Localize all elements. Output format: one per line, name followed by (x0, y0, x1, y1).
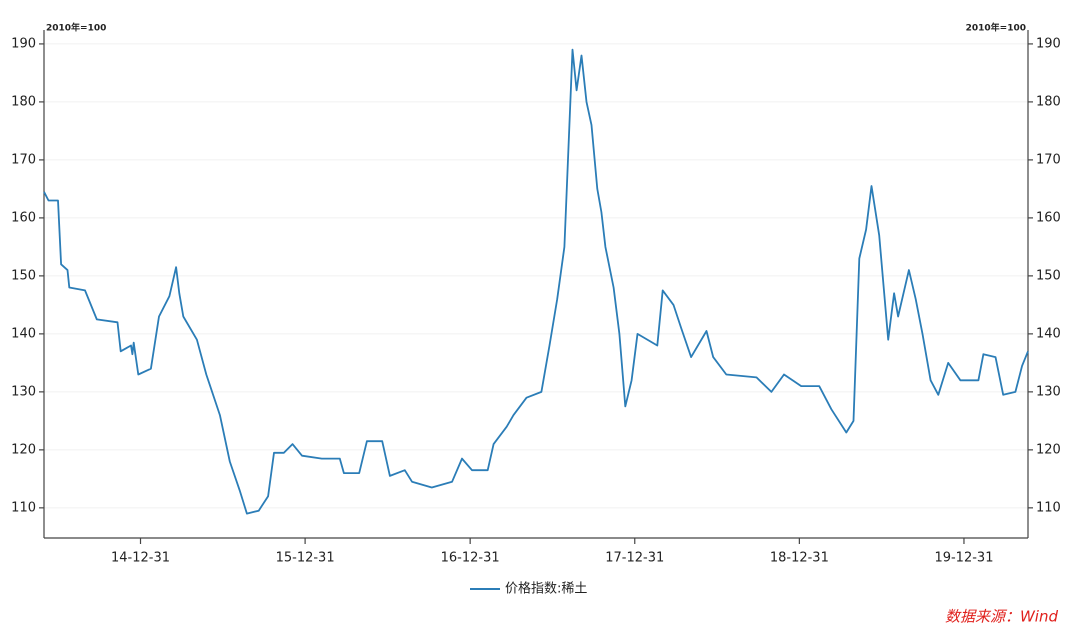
y2-tick-label: 180 (1036, 94, 1061, 109)
y-tick-label: 140 (11, 326, 36, 341)
y2-tick-label: 110 (1036, 500, 1061, 515)
data-line (43, 48, 1029, 515)
y-tick-label: 110 (11, 500, 36, 515)
x-tick-label: 15-12-31 (276, 551, 335, 566)
y2-tick-label: 170 (1036, 152, 1061, 167)
y-tick-label: 160 (11, 210, 36, 225)
x-tick-label: 19-12-31 (934, 551, 993, 566)
y-tick-label: 130 (11, 384, 36, 399)
y2-tick-label: 120 (1036, 442, 1061, 457)
y-tick-label: 150 (11, 268, 36, 283)
y2-tick-label: 130 (1036, 384, 1061, 399)
y2-tick-label: 150 (1036, 268, 1061, 283)
source-note: 数据来源：Wind (945, 608, 1059, 626)
y2-tick-label: 190 (1036, 36, 1061, 51)
x-tick-label: 18-12-31 (770, 551, 829, 566)
y2-tick-label: 140 (1036, 326, 1061, 341)
y-tick-label: 190 (11, 36, 36, 51)
x-tick-label: 16-12-31 (441, 551, 500, 566)
y-tick-label: 180 (11, 94, 36, 109)
y-tick-label: 120 (11, 442, 36, 457)
y-unit-label: 2010年=100 (46, 22, 106, 34)
legend-label: 价格指数:稀土 (505, 581, 587, 597)
x-tick-label: 17-12-31 (605, 551, 664, 566)
y2-unit-label: 2010年=100 (966, 22, 1026, 34)
y-tick-label: 170 (11, 152, 36, 167)
y2-tick-label: 160 (1036, 210, 1061, 225)
x-tick-label: 14-12-31 (111, 551, 170, 566)
